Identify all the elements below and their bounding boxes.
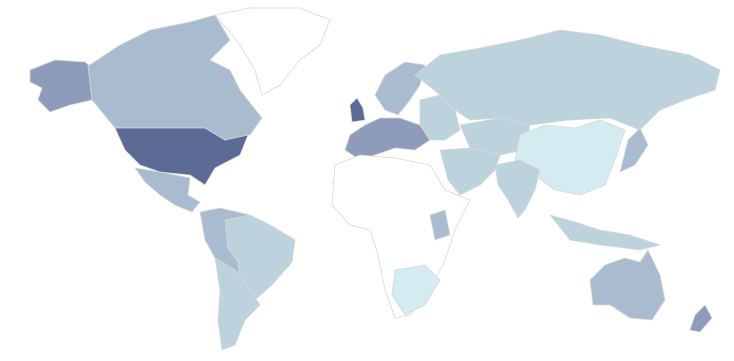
southern-africa xyxy=(391,264,441,316)
scandinavia xyxy=(374,61,426,116)
south-america-south xyxy=(214,257,261,351)
middle-east xyxy=(439,147,501,196)
southeast-asia xyxy=(549,214,661,251)
greenland xyxy=(214,7,331,96)
western-europe xyxy=(344,117,431,161)
india xyxy=(494,159,541,219)
mexico xyxy=(134,167,201,213)
usa xyxy=(114,127,249,186)
russia xyxy=(414,29,721,131)
kenya xyxy=(429,209,451,241)
japan xyxy=(619,127,649,173)
australia xyxy=(589,249,666,321)
alaska xyxy=(29,59,96,113)
uk xyxy=(349,97,366,123)
brazil xyxy=(224,214,296,301)
new-zealand xyxy=(689,304,713,333)
